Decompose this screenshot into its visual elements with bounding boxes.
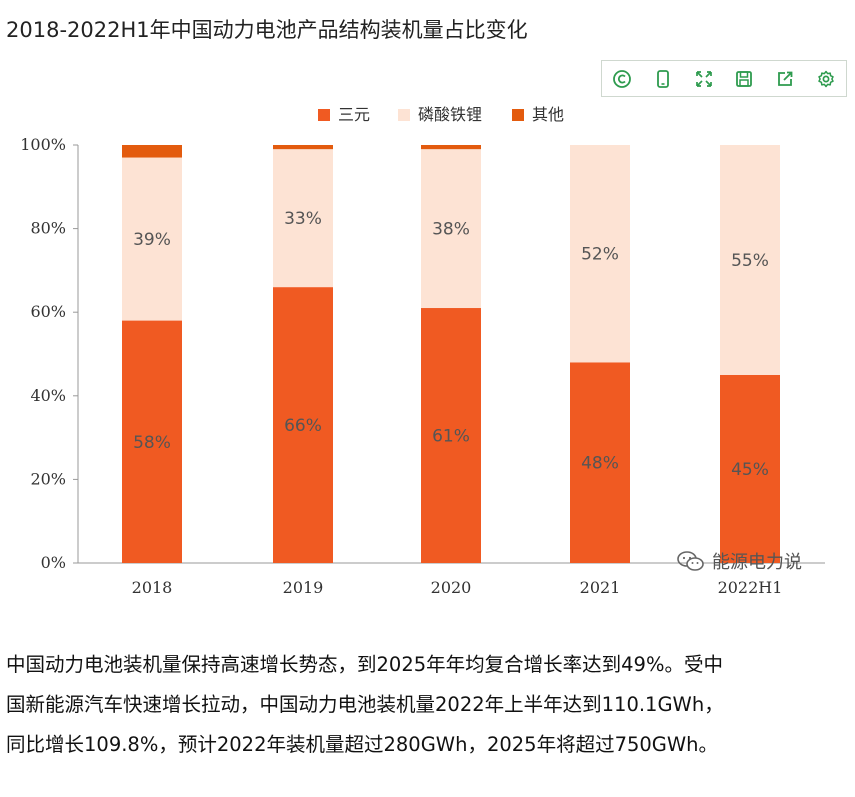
paragraph-line: 国新能源汽车快速增长拉动，中国动力电池装机量2022年上半年达到110.1GWh… xyxy=(6,693,724,716)
y-tick-label: 0% xyxy=(41,553,66,572)
data-label: 58% xyxy=(133,433,171,453)
data-label: 38% xyxy=(432,220,470,240)
share-button[interactable] xyxy=(765,61,806,96)
y-tick-label: 60% xyxy=(30,302,66,321)
watermark: 能源电力说 xyxy=(676,548,802,574)
y-tick-label: 20% xyxy=(30,469,66,488)
stacked-bar-chart: 0% 20% 40% 60% 80% 100% 58% 39% 2018 66% 33% 2019 61… xyxy=(20,105,825,597)
bar-segment xyxy=(122,145,182,158)
bar-segment xyxy=(273,287,333,563)
share-icon xyxy=(778,71,793,86)
settings-icon xyxy=(817,70,834,87)
save-icon xyxy=(736,70,753,87)
legend-swatch xyxy=(512,109,524,121)
page-title: 2018-2022H1年中国动力电池产品结构装机量占比变化 xyxy=(6,18,528,42)
data-label: 39% xyxy=(133,230,171,250)
bar-segment xyxy=(421,145,481,150)
y-tick-label: 40% xyxy=(30,386,66,405)
bar-segment xyxy=(122,157,182,321)
copyright-button[interactable] xyxy=(602,61,643,96)
x-tick-label: 2022H1 xyxy=(718,578,783,597)
paragraph-line: 同比增长109.8%，预计2022年装机量超过280GWh，2025年将超过75… xyxy=(6,733,719,756)
mobile-view-button[interactable] xyxy=(643,61,684,96)
data-label: 66% xyxy=(284,416,322,436)
wechat-icon xyxy=(677,551,704,571)
paragraph-line: 中国动力电池装机量保持高速增长势态，到2025年年均复合增长率达到49%。受中 xyxy=(6,653,723,676)
x-tick-label: 2019 xyxy=(283,578,324,597)
bar-segment xyxy=(570,145,630,363)
legend-label: 其他 xyxy=(532,105,564,124)
data-label: 52% xyxy=(581,245,619,265)
y-tick-label: 100% xyxy=(20,135,66,154)
legend-swatch xyxy=(398,109,410,121)
data-label: 45% xyxy=(731,460,769,480)
bar-segment xyxy=(570,362,630,563)
x-tick-label: 2020 xyxy=(431,578,472,597)
chart-toolbar xyxy=(601,60,847,97)
phone-icon xyxy=(657,69,669,88)
bar-segment xyxy=(421,149,481,309)
settings-button[interactable] xyxy=(805,61,846,96)
bar-segment xyxy=(122,320,182,563)
legend-swatch xyxy=(318,109,330,121)
data-label: 33% xyxy=(284,209,322,229)
legend-label: 三元 xyxy=(338,105,370,124)
x-tick-label: 2018 xyxy=(132,578,173,597)
save-button[interactable] xyxy=(724,61,765,96)
bar-segment xyxy=(273,149,333,288)
copyright-icon xyxy=(613,69,632,88)
bar-segment xyxy=(273,145,333,150)
y-tick-label: 80% xyxy=(30,219,66,238)
fullscreen-icon xyxy=(695,70,712,87)
bar-segment xyxy=(720,145,780,375)
watermark-text: 能源电力说 xyxy=(712,552,802,573)
legend-label: 磷酸铁锂 xyxy=(418,105,482,124)
data-label: 48% xyxy=(581,454,619,474)
x-tick-label: 2021 xyxy=(580,578,621,597)
data-label: 61% xyxy=(432,427,470,447)
data-label: 55% xyxy=(731,251,769,271)
fullscreen-button[interactable] xyxy=(683,61,724,96)
bar-segment xyxy=(720,374,780,563)
bar-segment xyxy=(421,308,481,563)
